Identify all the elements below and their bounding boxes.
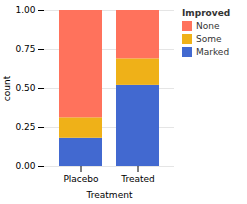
- html-text:Improved: Improved: [182, 8, 231, 18]
- svg-text:1.00: 1.00: [15, 5, 35, 15]
- svg-text:Placebo: Placebo: [63, 174, 99, 184]
- svg-text:0.00: 0.00: [15, 161, 35, 171]
- svg-text:Treatment: Treatment: [86, 190, 133, 200]
- svg-text:0.25: 0.25: [15, 122, 35, 132]
- html-text:Some: Some: [196, 34, 222, 44]
- svg-text:0.75: 0.75: [15, 44, 35, 54]
- html-text:None: None: [196, 21, 220, 31]
- svg-text:Treated: Treated: [120, 174, 155, 184]
- svg-text:count: count: [2, 75, 12, 101]
- svg-text:0.50: 0.50: [15, 83, 35, 93]
- html-text:Marked: Marked: [196, 47, 230, 57]
